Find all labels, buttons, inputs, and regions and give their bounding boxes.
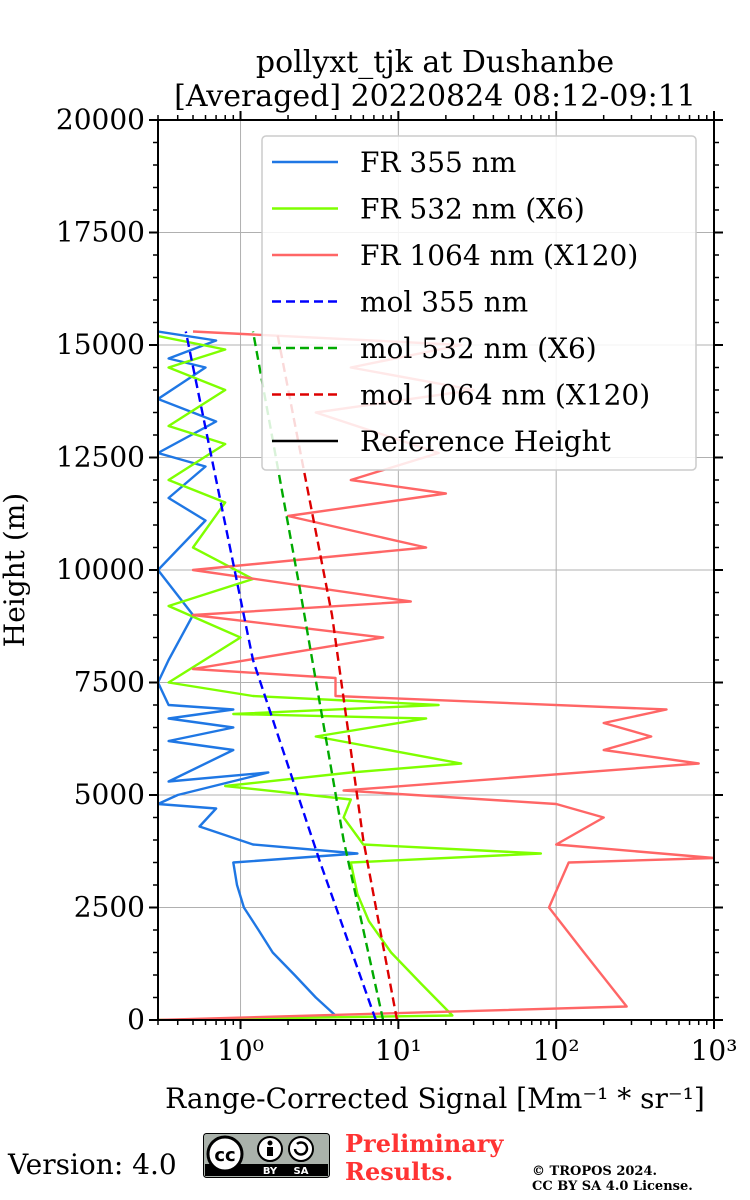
y-tick-label: 5000 (74, 778, 145, 811)
legend-label: FR 532 nm (X6) (360, 193, 585, 226)
y-tick-label: 7500 (74, 666, 145, 699)
svg-text:cc: cc (214, 1145, 235, 1166)
copyright-line1: © TROPOS 2024. (532, 1164, 658, 1179)
chart: pollyxt_tjk at Dushanbe [Averaged] 20220… (0, 45, 738, 1115)
x-tick-label: 10³ (691, 1034, 738, 1067)
copyright-line2: CC BY SA 4.0 License. (532, 1179, 693, 1194)
chart-title-line2: [Averaged] 20220824 08:12-09:11 (174, 79, 696, 114)
y-tick-label: 10000 (56, 553, 145, 586)
legend-label: FR 355 nm (360, 146, 516, 179)
series-line-5 (275, 331, 399, 1020)
x-tick-label: 10⁰ (217, 1034, 264, 1067)
axes: 0 2500 5000 7500 10000 12500 15000 17500 20000 10… (56, 103, 738, 1067)
svg-text:BY: BY (263, 1166, 278, 1177)
preliminary-results-note: Preliminary Results. (345, 1130, 503, 1186)
svg-text:SA: SA (294, 1166, 309, 1177)
y-tick-label: 12500 (56, 441, 145, 474)
preliminary-line1: Preliminary (345, 1129, 504, 1158)
copyright-note: © TROPOS 2024. CC BY SA 4.0 License. (532, 1164, 693, 1194)
x-axis-label: Range-Corrected Signal [Mm⁻¹ * sr⁻¹] (165, 1082, 705, 1115)
legend-label: FR 1064 nm (X120) (360, 239, 638, 272)
legend-box (261, 135, 697, 471)
legend-label: mol 355 nm (360, 286, 528, 319)
y-tick-label: 20000 (56, 103, 145, 136)
y-tick-label: 2500 (74, 891, 145, 924)
legend-label: mol 532 nm (X6) (360, 332, 597, 365)
series-line-1 (158, 334, 543, 1020)
chart-title-line1: pollyxt_tjk at Dushanbe (256, 45, 614, 80)
y-tick-label: 15000 (56, 328, 145, 361)
version-label: Version: 4.0 (8, 1148, 177, 1181)
legend-label: mol 1064 nm (X120) (360, 379, 650, 412)
series-line-0 (158, 330, 359, 1020)
y-tick-label: 0 (127, 1003, 145, 1036)
sa-icon (288, 1136, 314, 1162)
legend: FR 355 nm FR 532 nm (X6) FR 1064 nm (X120)… (261, 135, 697, 471)
y-axis-label: Height (m) (0, 493, 31, 647)
cc-by-sa-badge[interactable]: cc BY SA (203, 1133, 330, 1178)
x-tick-label: 10² (533, 1034, 580, 1067)
series-line-3 (184, 331, 377, 1020)
preliminary-line2: Results. (345, 1157, 454, 1186)
y-tick-label: 17500 (56, 216, 145, 249)
x-tick-label: 10¹ (375, 1034, 422, 1067)
cc-icon (206, 1135, 244, 1173)
legend-label: Reference Height (360, 425, 612, 458)
